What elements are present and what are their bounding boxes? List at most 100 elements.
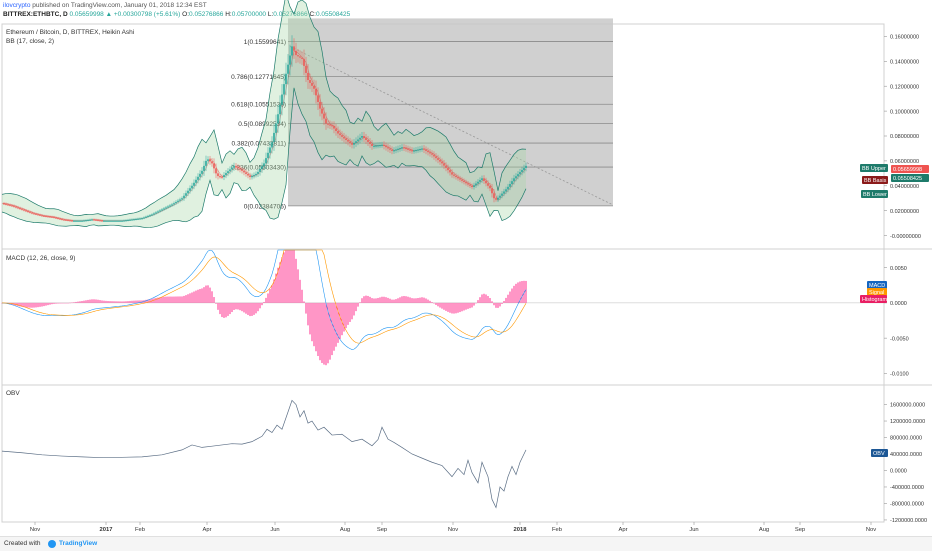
macd-axis-label: -0.0100 bbox=[890, 372, 909, 378]
macd-histogram-bar bbox=[53, 302, 55, 304]
bb-basis-tag-bg bbox=[862, 176, 888, 184]
candle-body bbox=[201, 170, 203, 174]
candle-body bbox=[477, 181, 479, 184]
candle-body bbox=[251, 176, 253, 178]
candle-body bbox=[333, 126, 335, 129]
macd-histogram-bar bbox=[497, 302, 499, 308]
candle-body bbox=[353, 142, 355, 145]
candle-body bbox=[223, 175, 225, 178]
footer: Created with TradingView bbox=[0, 536, 932, 551]
candle-body bbox=[79, 220, 81, 222]
candle-body bbox=[429, 152, 431, 154]
candle-body bbox=[241, 169, 243, 171]
macd-histogram-bar bbox=[291, 250, 293, 303]
macd-histogram-bar bbox=[193, 291, 195, 303]
macd-histogram-bar bbox=[95, 299, 97, 303]
candle-body bbox=[365, 137, 367, 140]
candle-body bbox=[153, 213, 155, 215]
macd-histogram-bar bbox=[509, 291, 511, 303]
obv-axis-label: -800000.0000 bbox=[890, 502, 924, 508]
macd-histogram-bar bbox=[475, 302, 477, 304]
candle-body bbox=[505, 189, 507, 192]
publish-line: ilovcrypto published on TradingView.com,… bbox=[3, 1, 207, 10]
macd-histogram-bar bbox=[165, 296, 167, 303]
macd-histogram-bar bbox=[297, 269, 299, 303]
candle-body bbox=[485, 180, 487, 184]
macd-histogram-bar bbox=[441, 302, 443, 309]
macd-histogram-bar bbox=[443, 302, 445, 310]
macd-histogram-bar bbox=[83, 300, 85, 303]
macd-histogram-bar bbox=[485, 294, 487, 303]
candle-body bbox=[451, 172, 453, 175]
candle-body bbox=[489, 185, 491, 189]
created-with: Created with bbox=[4, 540, 41, 547]
macd-histogram-bar bbox=[231, 302, 233, 313]
candle-body bbox=[105, 220, 107, 222]
candle-body bbox=[13, 205, 15, 207]
macd-histogram-bar bbox=[467, 302, 469, 309]
candle-body bbox=[269, 147, 271, 153]
macd-legend-histogram: Histogram bbox=[862, 297, 887, 303]
macd-histogram-bar bbox=[223, 302, 225, 318]
macd-histogram-bar bbox=[319, 302, 321, 361]
macd-histogram-bar bbox=[265, 297, 267, 303]
macd-histogram-bar bbox=[479, 297, 481, 303]
macd-histogram-bar bbox=[57, 302, 59, 304]
candle-body bbox=[341, 135, 343, 137]
candle-body bbox=[61, 218, 63, 221]
candle-body bbox=[199, 173, 201, 177]
macd-histogram-bar bbox=[523, 280, 525, 303]
candle-body bbox=[329, 124, 331, 126]
chart-canvas[interactable]: 1(0.15599641) 0.786(0.12771645) 0.618(0.10… bbox=[0, 0, 932, 536]
macd-histogram-bar bbox=[163, 296, 165, 303]
x-axis-label: Sep bbox=[795, 527, 805, 533]
candle-body bbox=[349, 141, 351, 144]
macd-histogram-bar bbox=[73, 302, 75, 303]
macd-histogram-bar bbox=[235, 302, 237, 310]
macd-histogram-bar bbox=[515, 283, 517, 303]
bb-basis-value-tag-bg bbox=[891, 174, 929, 182]
macd-histogram-bar bbox=[161, 296, 163, 303]
candle-body bbox=[31, 212, 33, 214]
candle-body bbox=[175, 201, 177, 204]
price-axis-label: 0.02000000 bbox=[890, 209, 919, 215]
candle-body bbox=[419, 148, 421, 151]
macd-histogram-bar bbox=[327, 302, 329, 364]
candle-body bbox=[461, 179, 463, 181]
x-axis-label: Jun bbox=[270, 527, 279, 533]
macd-histogram-bar bbox=[177, 296, 179, 303]
candle-body bbox=[247, 173, 249, 176]
candle-body bbox=[335, 128, 337, 132]
candle-body bbox=[405, 147, 407, 150]
chart-header: ilovcrypto published on TradingView.com,… bbox=[0, 0, 932, 22]
author-link[interactable]: ilovcrypto bbox=[3, 2, 31, 9]
candle-body bbox=[291, 46, 293, 56]
candle-body bbox=[397, 148, 399, 150]
macd-histogram-bar bbox=[433, 302, 435, 304]
fib-level-label: 1(0.15599641) bbox=[244, 39, 286, 46]
candle-body bbox=[179, 199, 181, 201]
candle-body bbox=[323, 113, 325, 119]
obv-axis-label: -1200000.0000 bbox=[890, 518, 927, 524]
candle-body bbox=[295, 50, 297, 56]
candle-body bbox=[373, 145, 375, 147]
price-axis-label: 0.08000000 bbox=[890, 134, 919, 140]
candle-body bbox=[275, 123, 277, 133]
macd-histogram-bar bbox=[55, 302, 57, 304]
candle-body bbox=[469, 184, 471, 186]
macd-histogram-bar bbox=[189, 293, 191, 303]
candle-body bbox=[169, 205, 171, 207]
candle-body bbox=[27, 210, 29, 213]
macd-histogram-bar bbox=[329, 302, 331, 360]
macd-histogram-bar bbox=[451, 302, 453, 314]
macd-legend-signal-bg bbox=[867, 288, 887, 296]
candle-body bbox=[217, 173, 219, 177]
macd-histogram-bar bbox=[321, 302, 323, 363]
tradingview-brand[interactable]: TradingView bbox=[59, 540, 98, 547]
candle-body bbox=[389, 148, 391, 150]
candle-body bbox=[183, 195, 185, 199]
candle-body bbox=[207, 159, 209, 161]
x-axis-label: 2017 bbox=[100, 527, 113, 533]
macd-histogram-bar bbox=[483, 293, 485, 303]
macd-histogram-bar bbox=[267, 293, 269, 303]
